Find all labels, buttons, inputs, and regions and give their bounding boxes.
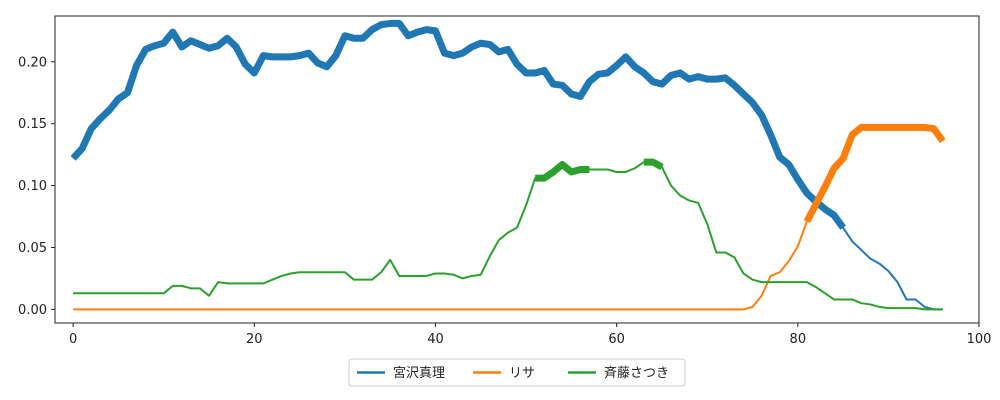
series-layer xyxy=(70,19,946,311)
plot-frame xyxy=(54,15,980,324)
x-tick-label: 80 xyxy=(790,332,807,347)
legend-label-3: 斉藤さつき xyxy=(604,365,669,381)
series-3-highlight-2 xyxy=(643,158,664,171)
y-tick-label: 0.15 xyxy=(18,117,47,132)
x-tick-label: 40 xyxy=(427,332,444,347)
legend: 宮沢真理 リサ 斉藤さつき xyxy=(348,358,686,387)
series-3-highlight-1 xyxy=(535,161,590,182)
x-axis: 0 20 40 60 80 100 xyxy=(69,323,991,347)
series-2-highlight-1 xyxy=(803,123,946,224)
legend-label-2: リサ xyxy=(509,366,535,381)
y-tick-label: 0.00 xyxy=(18,303,47,318)
y-tick-label: 0.10 xyxy=(18,179,47,194)
y-tick-label: 0.05 xyxy=(18,241,47,256)
x-tick-label: 20 xyxy=(246,332,263,347)
y-axis: 0.00 0.05 0.10 0.15 0.20 xyxy=(18,55,55,318)
x-tick-label: 0 xyxy=(69,332,77,347)
legend-box xyxy=(348,358,686,387)
x-tick-label: 100 xyxy=(967,332,992,347)
series-1-highlight-1 xyxy=(70,19,846,230)
y-tick-label: 0.20 xyxy=(18,55,47,70)
x-tick-label: 60 xyxy=(608,332,625,347)
legend-label-1: 宮沢真理 xyxy=(393,365,445,381)
